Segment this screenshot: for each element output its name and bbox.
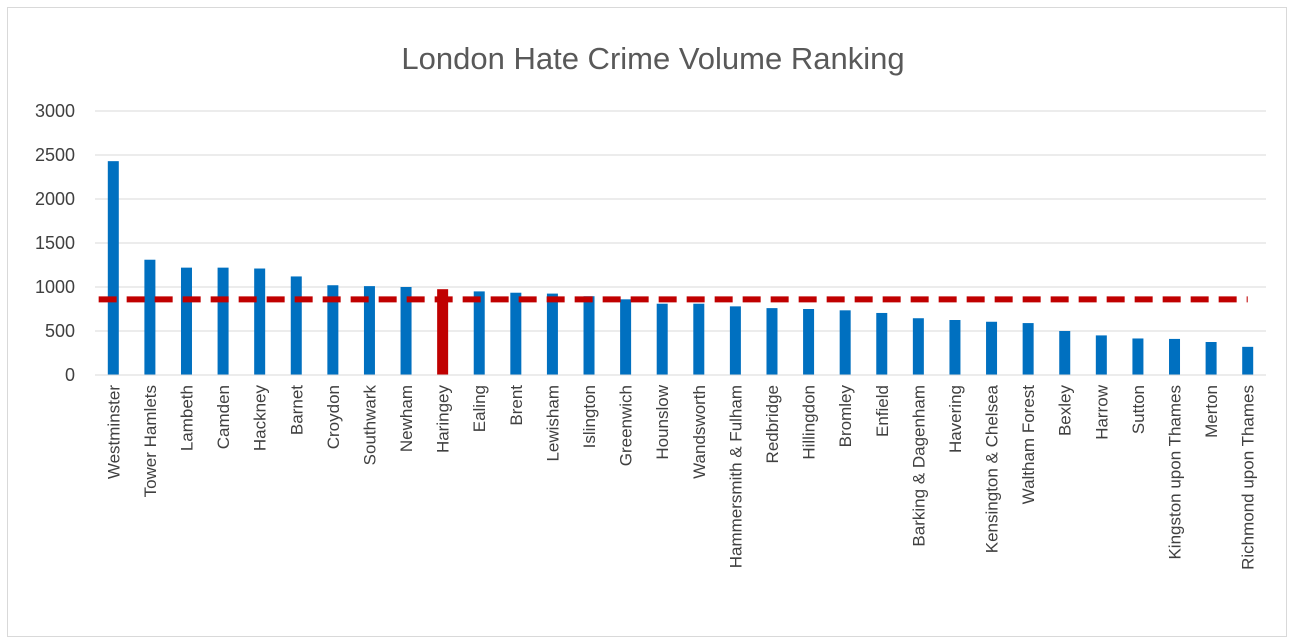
x-axis-labels: Westminster Tower Hamlets Lambeth Camden Hac… <box>104 384 1257 570</box>
x-tick-label: Tower Hamlets <box>141 385 160 497</box>
bar-southwark <box>363 286 375 375</box>
bar-haringey <box>437 289 449 375</box>
bar-islington <box>583 296 595 375</box>
x-tick-label: Greenwich <box>617 385 636 466</box>
bar-harrow <box>1095 335 1107 375</box>
bar-brent <box>510 292 522 375</box>
bar-hackney <box>254 268 266 375</box>
bar-redbridge <box>766 308 778 375</box>
x-tick-label: Bromley <box>836 385 855 448</box>
bar-hounslow <box>656 303 668 375</box>
x-tick-label: Croydon <box>324 385 343 449</box>
x-tick-label: Lambeth <box>177 385 196 451</box>
bar-merton <box>1205 342 1217 375</box>
gridlines <box>95 110 1266 332</box>
y-tick-label: 0 <box>65 365 75 385</box>
bars <box>107 161 1254 375</box>
bar-barking-dagenham <box>912 318 924 375</box>
x-tick-label: Harrow <box>1092 384 1111 440</box>
bar-hammersmith-fulham <box>729 306 741 375</box>
x-tick-label: Ealing <box>470 385 489 432</box>
x-tick-label: Sutton <box>1129 385 1148 434</box>
x-tick-label: Barnet <box>287 385 306 435</box>
bar-lambeth <box>180 267 192 375</box>
y-axis-ticks: 0 500 1000 1500 2000 2500 3000 <box>35 101 75 385</box>
bar-bexley <box>1059 331 1071 375</box>
x-tick-label: Bexley <box>1056 385 1075 437</box>
chart-title: London Hate Crime Volume Ranking <box>401 41 904 76</box>
bar-tower-hamlets <box>144 259 156 375</box>
x-tick-label: Hounslow <box>653 384 672 459</box>
y-tick-label: 3000 <box>35 101 75 121</box>
x-tick-label: Waltham Forest <box>1019 385 1038 505</box>
x-tick-label: Haringey <box>434 385 453 454</box>
bar-chart: London Hate Crime Volume Ranking 0 500 100… <box>35 41 1266 570</box>
x-tick-label: Havering <box>946 385 965 453</box>
x-tick-label: Barking & Dagenham <box>909 385 928 547</box>
x-tick-label: Merton <box>1202 385 1221 438</box>
y-tick-label: 500 <box>45 321 75 341</box>
x-tick-label: Islington <box>580 385 599 448</box>
bar-greenwich <box>620 299 632 375</box>
chart-frame: London Hate Crime Volume Ranking 0 500 100… <box>7 7 1287 637</box>
x-tick-label: Camden <box>214 385 233 449</box>
bar-hillingdon <box>803 309 815 375</box>
bar-wandsworth <box>693 303 705 375</box>
x-tick-label: Lewisham <box>543 385 562 462</box>
x-tick-label: Brent <box>507 385 526 426</box>
bar-kensington-chelsea <box>986 321 998 375</box>
bar-enfield <box>876 312 888 375</box>
x-tick-label: Redbridge <box>763 385 782 463</box>
bar-newham <box>400 287 412 375</box>
x-tick-label: Richmond upon Thames <box>1239 385 1258 570</box>
y-tick-label: 2000 <box>35 189 75 209</box>
x-tick-label: Hillingdon <box>800 385 819 460</box>
x-tick-label: Wandsworth <box>690 385 709 479</box>
bar-lewisham <box>546 293 558 375</box>
bar-westminster <box>107 161 119 375</box>
x-tick-label: Hammersmith & Fulham <box>726 385 745 568</box>
bar-ealing <box>473 291 485 375</box>
bar-havering <box>949 320 961 375</box>
x-tick-label: Hackney <box>251 385 270 452</box>
x-tick-label: Kensington & Chelsea <box>983 384 1002 553</box>
bar-waltham-forest <box>1022 323 1034 375</box>
bar-bromley <box>839 310 851 375</box>
x-tick-label: Enfield <box>873 385 892 437</box>
x-tick-label: Kingston upon Thames <box>1166 385 1185 560</box>
bar-sutton <box>1132 338 1144 375</box>
bar-kingston-upon-thames <box>1169 338 1181 375</box>
y-tick-label: 1000 <box>35 277 75 297</box>
x-tick-label: Newham <box>397 385 416 452</box>
y-tick-label: 2500 <box>35 145 75 165</box>
bar-camden <box>217 267 229 375</box>
bar-richmond-upon-thames <box>1242 346 1254 375</box>
bar-barnet <box>290 276 302 375</box>
x-tick-label: Westminster <box>104 385 123 479</box>
x-tick-label: Southwark <box>360 385 379 466</box>
y-tick-label: 1500 <box>35 233 75 253</box>
bar-croydon <box>327 285 339 375</box>
